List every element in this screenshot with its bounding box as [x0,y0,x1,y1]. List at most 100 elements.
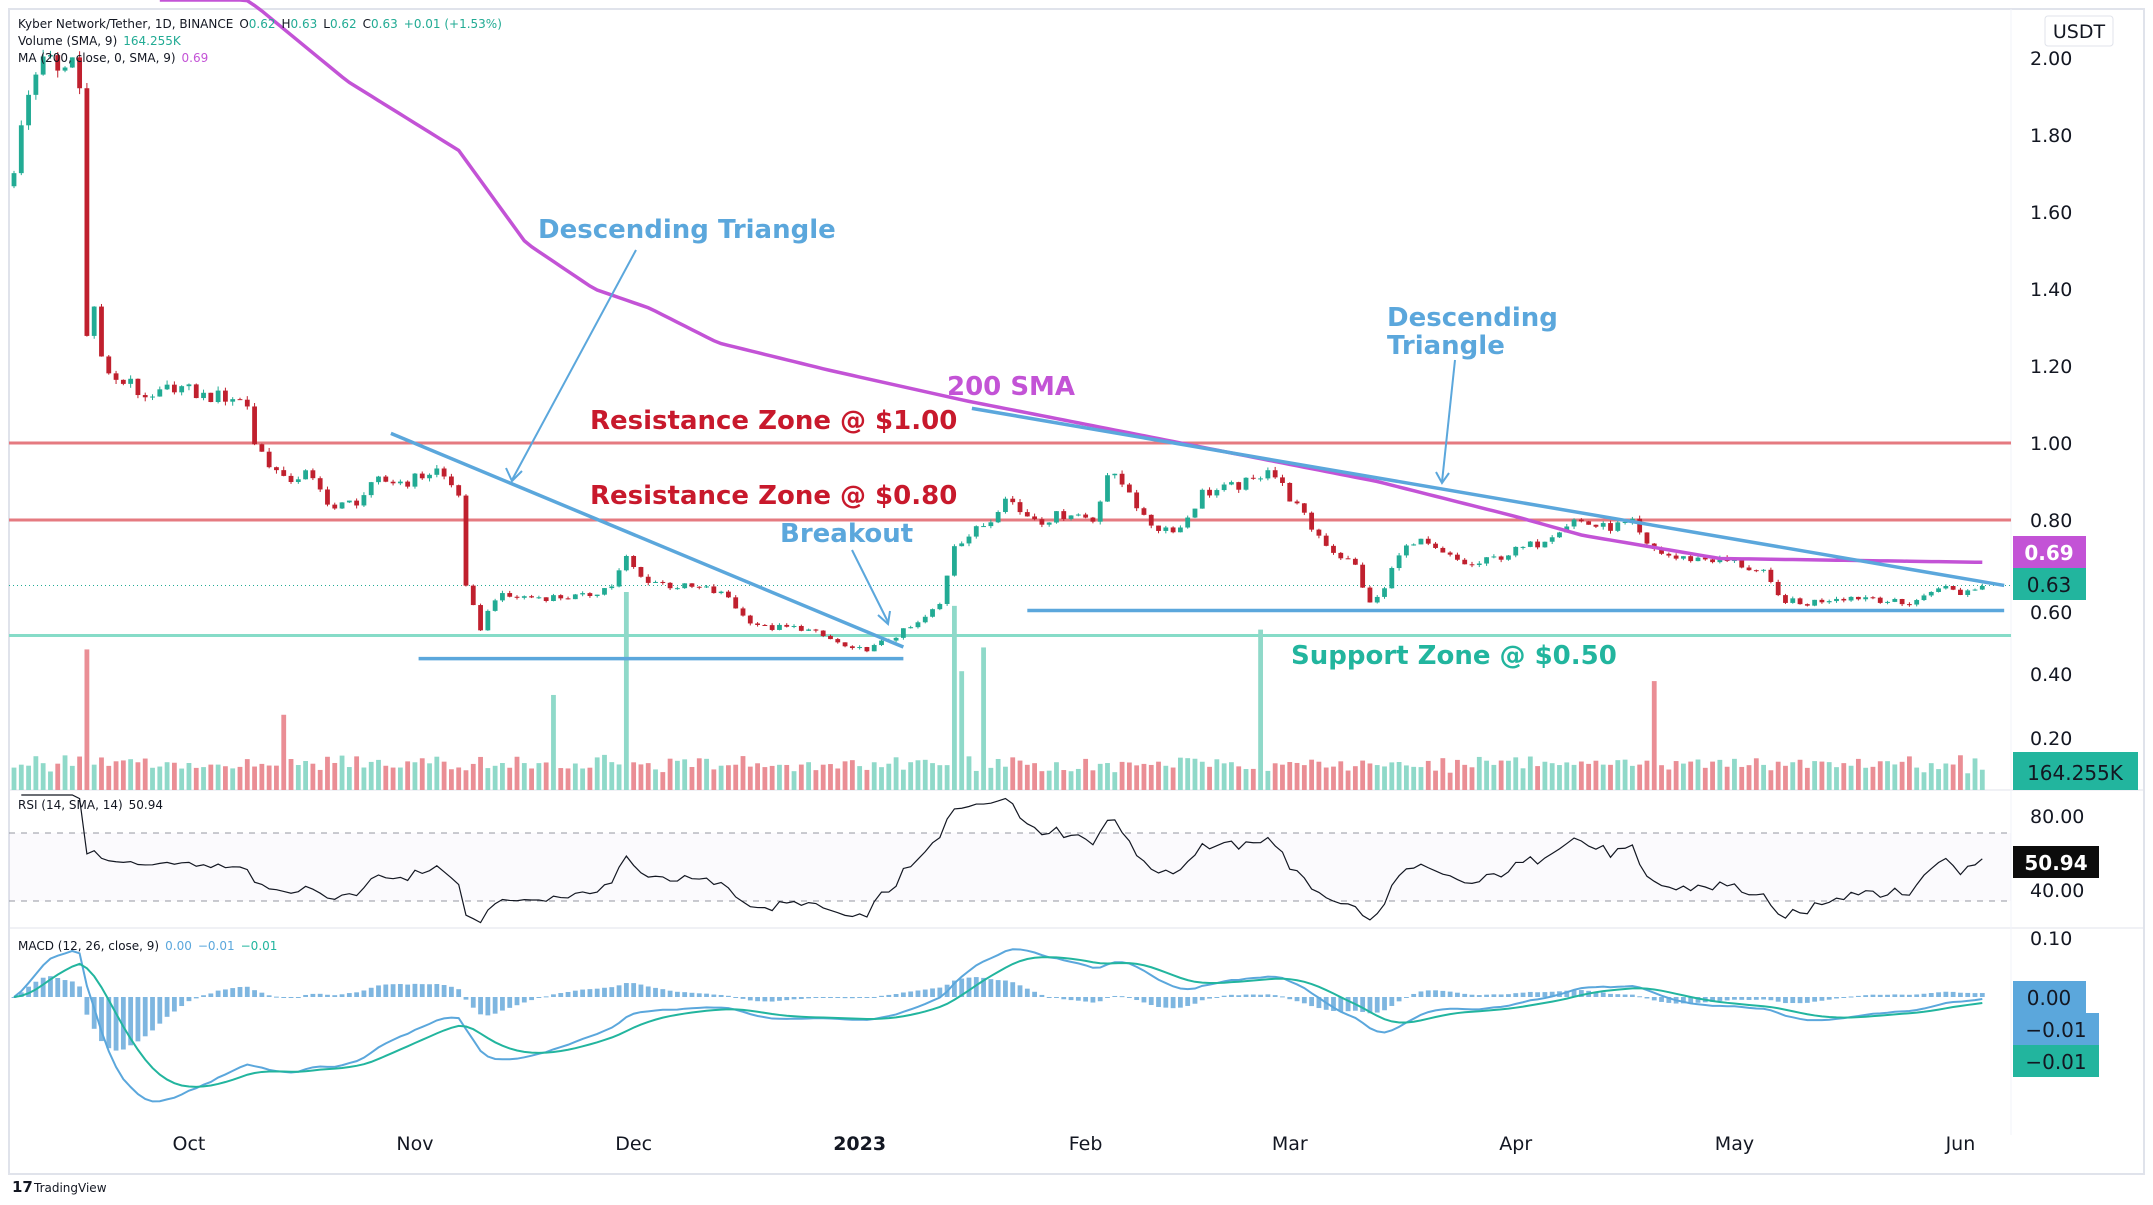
volume-bar [1637,764,1643,790]
candle [1134,489,1140,512]
volume-bar [99,757,104,790]
candle-body [470,585,476,606]
candle-body [922,616,928,623]
candle-body [1637,518,1643,533]
candle-body [602,588,607,595]
candle [84,82,90,337]
macd-histogram-bar [1331,997,1336,1011]
candle-body [1418,538,1424,545]
candle-body [1506,555,1511,560]
candle [704,584,709,588]
volume-bar [1221,763,1227,790]
candle [1360,562,1366,588]
candle-body [915,622,921,628]
macd-histogram-bar [1950,991,1956,997]
macd-histogram-bar [1199,997,1205,1001]
macd-histogram-bar [1141,997,1147,1003]
candle [1017,499,1023,515]
macd-histogram-bar [529,997,534,1001]
candle [1309,511,1315,532]
macd-histogram-bar [193,997,199,999]
candle-body [1433,543,1438,548]
macd-histogram-bar [463,997,469,1000]
macd-histogram-bar [1068,997,1074,1001]
candle [1520,546,1526,550]
candle [412,472,418,489]
macd-histogram-bar [1717,997,1723,1001]
candle [1943,584,1949,590]
macd-histogram-bar [1848,996,1854,998]
candle [1921,593,1927,602]
annotation-arrow [1441,359,1456,483]
currency-button[interactable] [2044,15,2114,47]
macd-histogram-bar [500,997,505,1011]
macd-histogram-bar [1345,997,1351,1012]
candle [536,595,542,599]
volume-bar [274,765,279,790]
candle-body [521,596,527,598]
candle-body [952,546,957,576]
candle [99,303,104,357]
candle [623,554,629,572]
macd-histogram-bar [1834,997,1839,999]
volume-bar [303,761,308,790]
candle-body [1797,598,1803,605]
candle [995,510,1001,524]
candle-body [368,482,374,496]
candle [1775,579,1781,597]
macd-histogram-bar [1812,997,1818,1002]
macd-histogram-bar [62,980,68,997]
volume-bar [157,766,163,790]
candle-body [295,479,301,483]
volume-bar [1352,766,1358,790]
candle-body [1010,498,1016,503]
candle-body [339,502,345,509]
volume-bar [33,756,39,790]
macd-histogram-bar [711,994,717,997]
candle [762,624,768,626]
macd-histogram-bar [128,997,134,1046]
time-tick-label: May [1715,1133,1754,1155]
macd-histogram-bar [973,977,979,997]
time-axis[interactable]: Oct Nov Dec 2023 Feb Mar Apr May Jun [173,1133,1976,1155]
volume-bar [1163,765,1169,790]
candle [1491,554,1497,559]
candle-body [106,356,112,374]
candle [1229,480,1234,486]
candle-body [1834,598,1839,602]
candle-body [820,630,826,636]
volume-bar [354,756,360,790]
candle-body [798,625,804,631]
candle [164,380,170,391]
volume-bar [857,766,863,790]
volume-bar [1877,761,1883,790]
candle [252,402,257,446]
volume-bar [755,763,760,790]
candle-body [449,476,454,486]
candle [1046,522,1052,527]
volume-bar [587,767,593,790]
candle [346,500,352,504]
volume-bar [26,765,31,790]
macd-histogram-bar [281,997,287,998]
candle [514,595,520,600]
volume-bar [441,761,447,790]
candle [449,473,454,488]
price-axis[interactable]: 2.00 1.80 1.60 1.40 1.20 1.00 0.80 0.60 0.40 0.20… [2030,48,2084,950]
volume-bar [922,759,928,790]
candle-body [893,637,899,641]
macd-histogram-bar [1768,997,1774,1001]
arrow-head-icon [877,610,891,626]
macd-histogram-bar [40,977,46,997]
volume-bar [740,756,746,790]
candle [944,575,950,606]
candle-body [1425,538,1431,544]
macd-histogram-bar [1841,997,1847,998]
candle-body [274,467,279,471]
volume-bar [55,763,61,790]
macd-histogram-bar [252,990,257,997]
candle-body [1491,556,1497,558]
macd-histogram-bar [718,994,724,997]
candle-body [492,600,498,611]
